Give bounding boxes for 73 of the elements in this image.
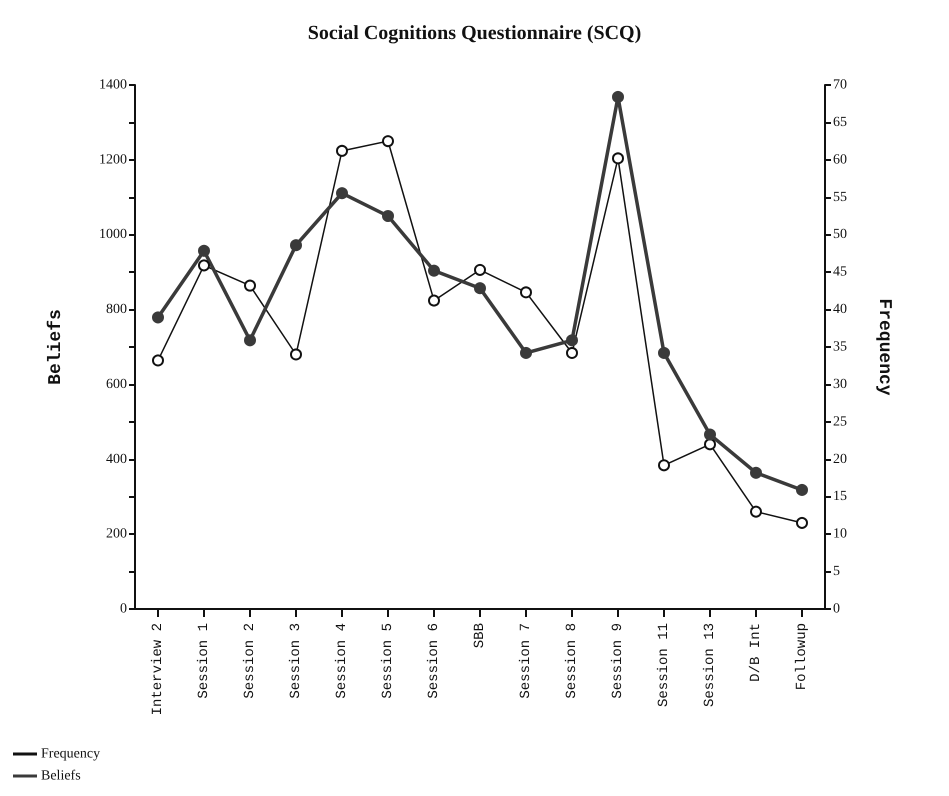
y2-tick-label: 35: [833, 340, 847, 354]
point: [290, 348, 302, 360]
y2-tick-label: 60: [833, 152, 847, 168]
x-tick-label: Session 7: [518, 623, 534, 699]
y2-tick-label: 15: [833, 489, 847, 504]
y-tick-label: 600: [106, 376, 127, 392]
x-tick-label: Session 3: [288, 623, 304, 699]
point: [658, 459, 670, 472]
point: [750, 466, 762, 479]
point: [612, 152, 624, 164]
point: [612, 90, 624, 103]
point: [244, 334, 256, 346]
point: [704, 428, 716, 441]
chart-title: Social Cognitions Questionnaire (SCQ): [308, 22, 642, 44]
point: [152, 311, 164, 324]
y-tick-label: 1000: [99, 227, 127, 242]
point: [198, 259, 210, 272]
y-tick-label: 1400: [99, 78, 127, 92]
y2-tick-label: 30: [833, 376, 847, 392]
y-tick-label: 1200: [99, 152, 127, 168]
point: [428, 264, 440, 277]
y-tick-label: 200: [106, 526, 127, 542]
point: [382, 210, 394, 222]
x-tick-label: Session 4: [334, 623, 350, 699]
point: [474, 282, 486, 294]
point: [290, 239, 302, 252]
y2-axis-title: Frequency: [874, 298, 894, 396]
y-tick-label: 800: [106, 302, 127, 318]
y2-tick-label: 65: [833, 114, 847, 130]
y2-tick-label: 10: [833, 526, 847, 542]
point: [566, 346, 578, 359]
point: [796, 484, 808, 496]
y-tick-label: 400: [106, 452, 127, 467]
point: [704, 438, 716, 450]
y2-tick-label: 45: [833, 264, 847, 280]
point: [428, 294, 440, 307]
x-tick-label: Session 13: [702, 623, 718, 708]
point: [382, 135, 394, 148]
point: [520, 346, 532, 359]
point: [566, 334, 578, 346]
x-tick-label: Session 8: [564, 623, 580, 699]
y2-tick-label: 55: [833, 190, 847, 205]
point: [750, 506, 762, 518]
point: [658, 346, 670, 359]
y2-tick-label: 0: [833, 602, 840, 616]
point: [198, 244, 210, 257]
x-tick-label: Session 2: [242, 623, 258, 699]
x-tick-label: Session 1: [196, 623, 212, 699]
x-tick-label: Session 6: [426, 623, 442, 699]
x-tick-label: Session 9: [610, 623, 626, 699]
y-tick-label: 0: [120, 602, 127, 616]
x-tick-label: Session 11: [656, 623, 672, 708]
point: [244, 280, 256, 292]
x-tick-label: SBB: [472, 623, 488, 648]
x-tick-label: Followup: [794, 623, 810, 690]
y2-tick-label: 50: [833, 227, 847, 242]
y2-tick-label: 70: [833, 78, 847, 92]
y2-tick-label: 40: [833, 302, 847, 318]
x-tick-label: Interview 2: [150, 623, 166, 716]
y-axis-title: Beliefs: [46, 309, 66, 385]
y2-tick-label: 5: [833, 564, 840, 580]
point: [796, 516, 808, 529]
x-tick-label: D/B Int: [748, 623, 764, 682]
legend-label: Beliefs: [41, 768, 81, 784]
point: [336, 144, 348, 157]
legend-label: Frequency: [41, 746, 100, 762]
point: [520, 286, 532, 298]
point: [336, 187, 348, 200]
y2-tick-label: 20: [833, 452, 847, 467]
point: [474, 264, 486, 276]
y2-tick-label: 25: [833, 414, 847, 430]
point: [152, 354, 164, 366]
x-tick-label: Session 5: [380, 623, 396, 699]
